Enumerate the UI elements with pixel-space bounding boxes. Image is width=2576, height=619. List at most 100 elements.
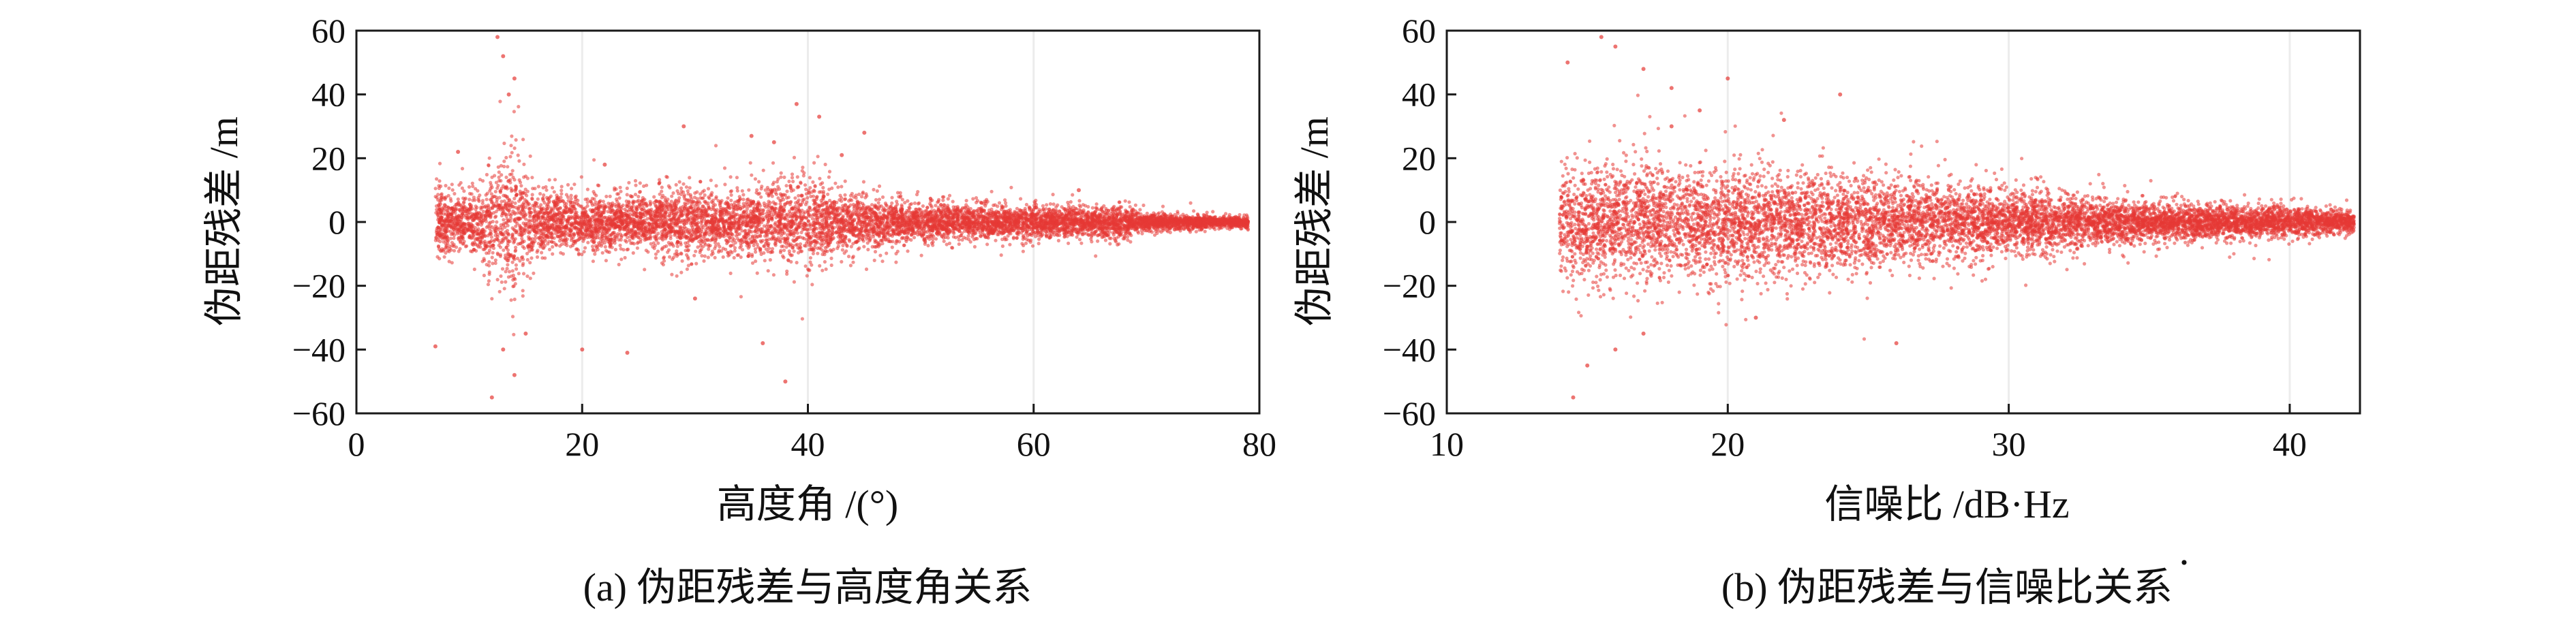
scatter-point — [951, 200, 955, 204]
scatter-point — [946, 236, 950, 240]
scatter-point — [530, 176, 534, 180]
scatter-point — [643, 268, 647, 272]
scatter-point — [1192, 209, 1196, 213]
scatter-point — [769, 249, 773, 254]
scatter-point — [585, 204, 589, 208]
scatter-point — [482, 273, 487, 278]
scatter-point — [631, 251, 635, 255]
scatter-point — [627, 180, 631, 185]
scatter-point — [507, 270, 512, 274]
scatter-point — [755, 271, 759, 275]
scatter-point — [1021, 249, 1025, 253]
scatter-point — [460, 186, 465, 190]
scatter-point — [561, 252, 566, 256]
scatter-point — [1067, 241, 1071, 245]
scatter-point — [760, 185, 764, 189]
scatter-point — [538, 191, 542, 196]
scatter-point — [634, 183, 638, 187]
scatter-point — [593, 252, 597, 256]
scatter-point — [484, 193, 488, 197]
scatter-point — [787, 249, 791, 253]
scatter-point — [502, 159, 506, 163]
scatter-point — [999, 253, 1003, 257]
scatter-point — [859, 195, 864, 199]
scatter-point — [598, 199, 602, 203]
scatter-point — [723, 182, 727, 187]
scatter-point — [895, 249, 900, 253]
scatter-point — [625, 193, 629, 197]
scatter-point — [601, 200, 605, 204]
scatter-point — [1056, 238, 1060, 242]
scatter-point — [873, 250, 878, 254]
scatter-point — [569, 193, 573, 197]
scatter-point — [829, 263, 833, 268]
scatter-point — [637, 195, 641, 199]
scatter-point — [508, 155, 512, 159]
scatter-point — [878, 211, 882, 215]
scatter-point — [808, 256, 812, 260]
scatter-point — [795, 175, 799, 179]
scatter-point — [519, 184, 523, 188]
scatter-point — [782, 249, 786, 253]
scatter-point — [729, 175, 733, 179]
scatter-point — [442, 255, 446, 259]
scatter-point — [889, 233, 893, 237]
scatter-point — [502, 248, 506, 252]
scatter-point — [690, 224, 694, 228]
scatter-point — [559, 242, 564, 247]
scatter-point — [1086, 205, 1090, 209]
scatter-point — [1176, 210, 1180, 214]
scatter-point — [1238, 212, 1242, 217]
scatter-point — [861, 180, 865, 184]
scatter-point — [840, 259, 844, 264]
scatter-point — [700, 254, 704, 258]
scatter-point — [462, 189, 466, 193]
scatter-point — [724, 238, 728, 242]
scatter-point — [787, 179, 791, 183]
scatter-point — [847, 238, 851, 242]
scatter-point — [566, 182, 570, 187]
scatter-point — [891, 240, 895, 244]
scatter-point — [738, 246, 742, 250]
scatter-point — [1008, 242, 1012, 247]
scatter-point — [946, 197, 950, 201]
scatter-point — [617, 196, 622, 200]
scatter-point — [1004, 201, 1008, 205]
scatter-point — [681, 182, 686, 186]
scatter-point — [500, 280, 504, 284]
scatter-point — [750, 173, 754, 177]
scatter-point — [960, 238, 964, 242]
scatter-point — [522, 162, 526, 166]
scatter-point — [514, 193, 518, 197]
scatter-point — [851, 260, 855, 264]
scatter-point — [502, 141, 506, 146]
scatter-point — [800, 169, 804, 173]
scatter-point — [685, 267, 690, 271]
scatter-point — [844, 249, 848, 253]
scatter-point — [517, 272, 521, 276]
scatter-point — [648, 203, 652, 207]
scatter-point — [776, 185, 780, 189]
scatter-point — [803, 264, 808, 268]
scatter-point — [793, 196, 797, 200]
scatter-point — [829, 256, 833, 260]
scatter-point — [508, 239, 512, 243]
scatter-point — [762, 251, 766, 255]
scatter-point — [1071, 193, 1075, 197]
scatter-point — [450, 261, 454, 265]
scatter-point — [789, 189, 793, 193]
scatter-point — [528, 154, 532, 158]
scatter-point — [874, 197, 878, 202]
scatter-point — [502, 218, 506, 222]
chart-a-scatter-points — [433, 35, 1250, 400]
scatter-point — [545, 204, 549, 208]
scatter-point — [491, 251, 495, 255]
scatter-point — [660, 185, 664, 189]
scatter-point — [585, 197, 589, 202]
scatter-point — [842, 197, 847, 202]
scatter-point — [525, 257, 530, 262]
scatter-point — [695, 190, 699, 194]
scatter-point — [818, 264, 822, 268]
scatter-point — [607, 202, 611, 206]
